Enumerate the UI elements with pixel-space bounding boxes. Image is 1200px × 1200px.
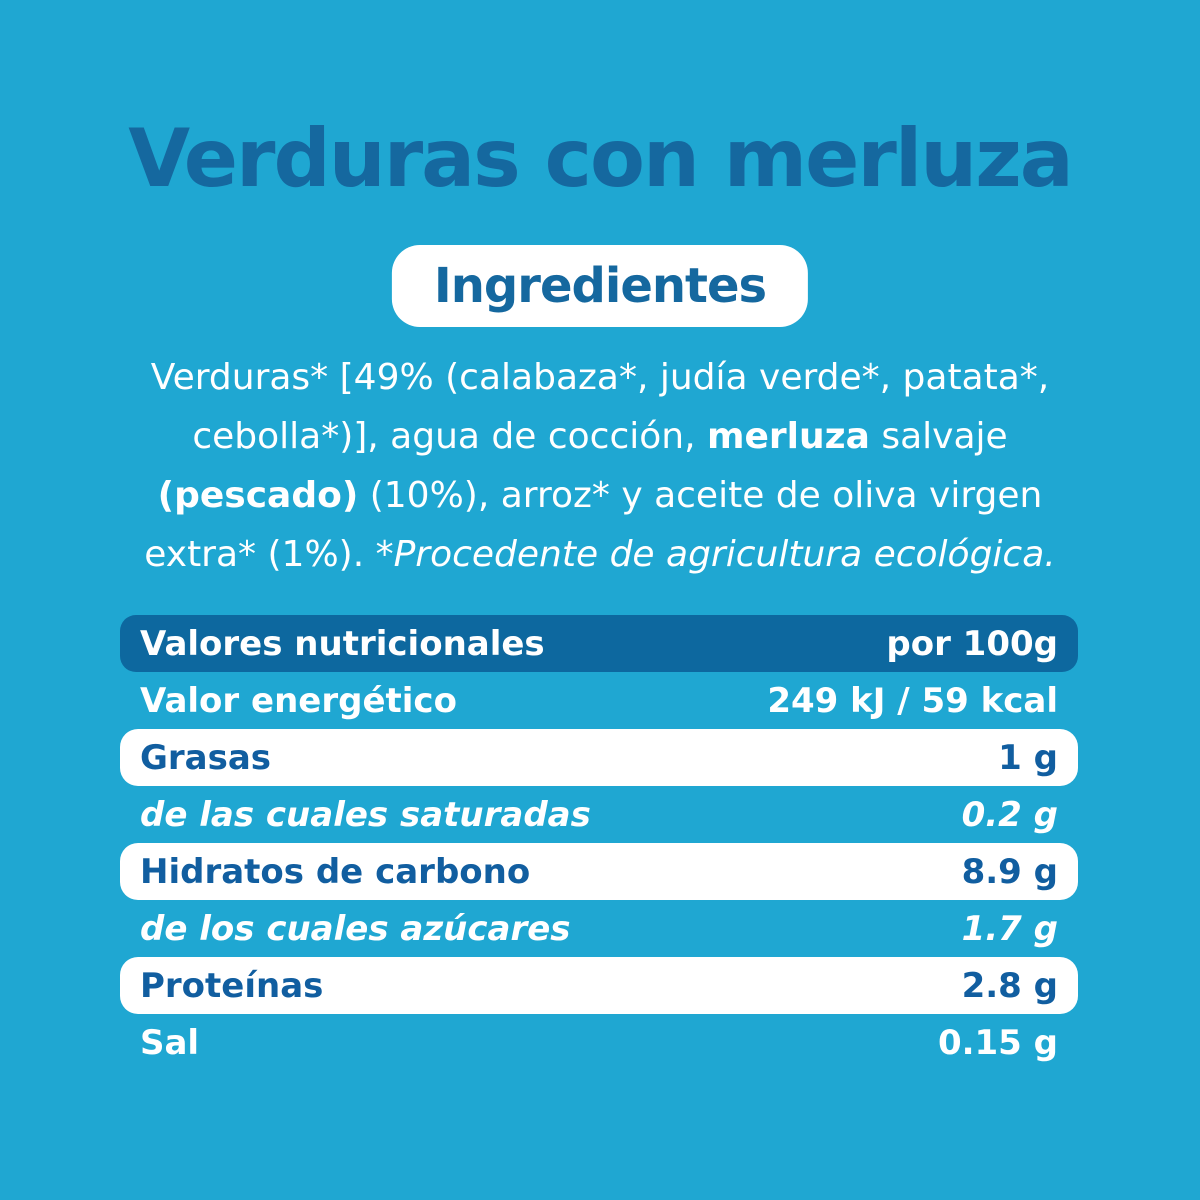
nutrition-table: Valores nutricionales por 100g Valor ene… xyxy=(120,615,1078,1071)
nutrition-row-proteinas: Proteínas 2.8 g xyxy=(120,957,1078,1014)
nutrient-label: Hidratos de carbono xyxy=(140,851,531,892)
ingredients-segment: merluza xyxy=(706,416,870,457)
nutrition-row-de-los-cuales-azucares: de los cuales azúcares 1.7 g xyxy=(120,900,1078,957)
ingredients-heading-pill: Ingredientes xyxy=(391,245,809,327)
ingredients-segment: (10%), arroz* y aceite de oliva virgen xyxy=(358,475,1043,516)
nutrient-value: 1 g xyxy=(998,737,1058,778)
nutrient-value: 8.9 g xyxy=(961,851,1058,892)
nutrient-label: de las cuales saturadas xyxy=(140,794,591,835)
ingredients-segment: Verduras* [49% (calabaza*, judía verde*,… xyxy=(150,357,1050,398)
nutrition-row-grasas: Grasas 1 g xyxy=(120,729,1078,786)
nutrition-header-label: Valores nutricionales xyxy=(140,623,545,664)
nutrition-row-valor-energetico: Valor energético 249 kJ / 59 kcal xyxy=(120,672,1078,729)
nutrient-label: Proteínas xyxy=(140,965,324,1006)
nutrient-value: 2.8 g xyxy=(961,965,1058,1006)
nutrition-header-row: Valores nutricionales por 100g xyxy=(120,615,1078,672)
nutrient-value: 0.15 g xyxy=(937,1022,1058,1063)
nutrient-value: 0.2 g xyxy=(961,794,1058,835)
nutrient-label: de los cuales azúcares xyxy=(140,908,571,949)
nutrition-header-value: por 100g xyxy=(886,623,1058,664)
product-title: Verduras con merluza xyxy=(128,112,1074,205)
nutrient-label: Grasas xyxy=(140,737,272,778)
ingredients-heading: Ingredientes xyxy=(433,258,767,314)
nutrition-row-de-las-cuales-saturadas: de las cuales saturadas 0.2 g xyxy=(120,786,1078,843)
nutrition-row-hidratos-de-carbono: Hidratos de carbono 8.9 g xyxy=(120,843,1078,900)
nutrient-value: 249 kJ / 59 kcal xyxy=(767,680,1058,721)
ingredients-segment: *Procedente de agricultura ecológica. xyxy=(375,534,1056,575)
nutrient-value: 1.7 g xyxy=(961,908,1058,949)
nutrient-label: Valor energético xyxy=(140,680,457,721)
ingredients-text: Verduras* [49% (calabaza*, judía verde*,… xyxy=(50,348,1150,584)
nutrient-label: Sal xyxy=(140,1022,200,1063)
ingredients-segment: extra* (1%). xyxy=(144,534,376,575)
nutrition-row-sal: Sal 0.15 g xyxy=(120,1014,1078,1071)
ingredients-segment: salvaje xyxy=(869,416,1008,457)
ingredients-segment: (pescado) xyxy=(157,475,359,516)
ingredients-segment: cebolla*)], agua de cocción, xyxy=(192,416,707,457)
